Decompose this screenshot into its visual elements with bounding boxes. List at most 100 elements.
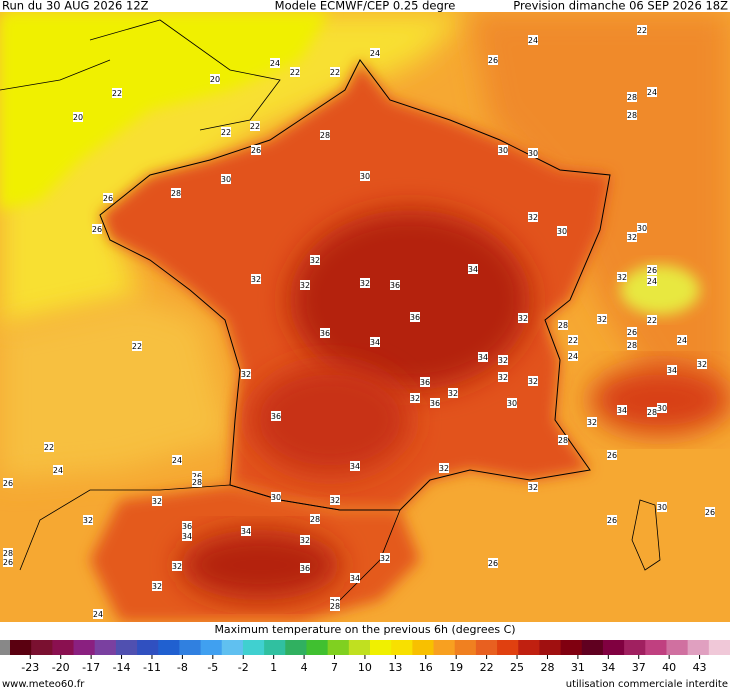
contour-label: 34 bbox=[370, 338, 380, 347]
contour-label-box bbox=[300, 535, 310, 545]
contour-label: 28 bbox=[310, 515, 320, 524]
contour-label-box bbox=[44, 442, 54, 452]
contour-label: 32 bbox=[310, 256, 320, 265]
contour-label-box bbox=[241, 526, 251, 536]
contour-label: 34 bbox=[241, 527, 251, 536]
contour-label: 26 bbox=[3, 558, 13, 567]
contour-label: 32 bbox=[83, 516, 93, 525]
contour-label-box bbox=[330, 67, 340, 77]
contour-label: 36 bbox=[420, 378, 430, 387]
contour-label: 32 bbox=[251, 275, 261, 284]
colorbar-cell bbox=[52, 640, 75, 655]
contour-label-box bbox=[92, 224, 102, 234]
contour-label-box bbox=[103, 193, 113, 203]
contour-label: 30 bbox=[507, 399, 517, 408]
contour-label: 26 bbox=[705, 508, 715, 517]
contour-label-box bbox=[498, 145, 508, 155]
contour-label-box bbox=[498, 372, 508, 382]
spain-core bbox=[180, 530, 340, 600]
contour-label: 36 bbox=[182, 522, 192, 531]
contour-label-box bbox=[568, 335, 578, 345]
contour-label: 34 bbox=[182, 532, 192, 541]
contour-label-box bbox=[251, 145, 261, 155]
italy-heat bbox=[590, 365, 730, 435]
colorbar-tick-label: -14 bbox=[113, 661, 131, 674]
contour-label-box bbox=[320, 130, 330, 140]
contour-label: 22 bbox=[647, 316, 657, 325]
contour-label-box bbox=[677, 335, 687, 345]
contour-label: 24 bbox=[677, 336, 687, 345]
contour-label: 32 bbox=[330, 496, 340, 505]
contour-label-box bbox=[420, 377, 430, 387]
contour-label: 24 bbox=[568, 352, 578, 361]
contour-label-box bbox=[300, 280, 310, 290]
contour-label-box bbox=[488, 55, 498, 65]
contour-label-box bbox=[557, 226, 567, 236]
colorbar-cell bbox=[73, 640, 96, 655]
contour-label-box bbox=[152, 581, 162, 591]
contour-label-box bbox=[468, 264, 478, 274]
contour-label-box bbox=[310, 514, 320, 524]
colorbar-tick-label: 25 bbox=[510, 661, 524, 674]
contour-label-box bbox=[647, 276, 657, 286]
contour-label-box bbox=[410, 393, 420, 403]
contour-label-box bbox=[617, 272, 627, 282]
contour-label: 36 bbox=[410, 313, 420, 322]
contour-label: 32 bbox=[300, 281, 310, 290]
contour-label-box bbox=[518, 313, 528, 323]
colorbar-tick-label: 4 bbox=[301, 661, 308, 674]
contour-label: 26 bbox=[103, 194, 113, 203]
contour-label: 26 bbox=[192, 472, 202, 481]
contour-label: 32 bbox=[498, 356, 508, 365]
colorbar-cell bbox=[475, 640, 498, 655]
colorbar-cell bbox=[518, 640, 540, 655]
contour-label: 28 bbox=[320, 131, 330, 140]
contour-label-box bbox=[112, 88, 122, 98]
alps-cool bbox=[620, 265, 700, 315]
contour-label: 22 bbox=[221, 128, 231, 137]
contour-label-box bbox=[568, 351, 578, 361]
notice-label: utilisation commerciale interdite bbox=[566, 679, 728, 690]
contour-label-box bbox=[300, 563, 310, 573]
contour-label-box bbox=[271, 492, 281, 502]
contour-label: 22 bbox=[132, 342, 142, 351]
contour-label-box bbox=[627, 232, 637, 242]
contour-label-box bbox=[410, 312, 420, 322]
contour-label-box bbox=[498, 355, 508, 365]
contour-label: 32 bbox=[627, 233, 637, 242]
contour-label: 32 bbox=[587, 418, 597, 427]
contour-label-box bbox=[360, 278, 370, 288]
colorbar-cell bbox=[666, 640, 689, 655]
contour-label-box bbox=[647, 315, 657, 325]
contour-label: 24 bbox=[370, 49, 380, 58]
contour-label-box bbox=[370, 48, 380, 58]
sea-field-west bbox=[0, 300, 230, 480]
contour-label-box bbox=[132, 341, 142, 351]
contour-label-box bbox=[350, 573, 360, 583]
contour-label: 32 bbox=[439, 464, 449, 473]
contour-label: 28 bbox=[330, 602, 340, 611]
contour-label: 32 bbox=[518, 314, 528, 323]
contour-label: 26 bbox=[607, 516, 617, 525]
contour-label: 22 bbox=[112, 89, 122, 98]
colorbar-cell bbox=[454, 640, 477, 655]
heat-southwest bbox=[250, 365, 410, 475]
contour-label-box bbox=[93, 609, 103, 619]
contour-label: 24 bbox=[647, 277, 657, 286]
colorbar-tick-label: 10 bbox=[358, 661, 372, 674]
colorbar-cell bbox=[370, 640, 392, 655]
contour-label: 26 bbox=[488, 56, 498, 65]
colorbar-cell bbox=[708, 640, 730, 655]
colorbar-cell bbox=[560, 640, 583, 655]
contour-label: 26 bbox=[3, 479, 13, 488]
contour-label: 36 bbox=[271, 412, 281, 421]
contour-label: 24 bbox=[270, 59, 280, 68]
colorbar-tick-label: 1 bbox=[270, 661, 277, 674]
contour-label: 32 bbox=[617, 273, 627, 282]
colorbar-tick-label: -11 bbox=[143, 661, 161, 674]
contour-label-box bbox=[528, 35, 538, 45]
france-outline bbox=[99, 59, 611, 511]
colorbar-cell bbox=[539, 640, 562, 655]
